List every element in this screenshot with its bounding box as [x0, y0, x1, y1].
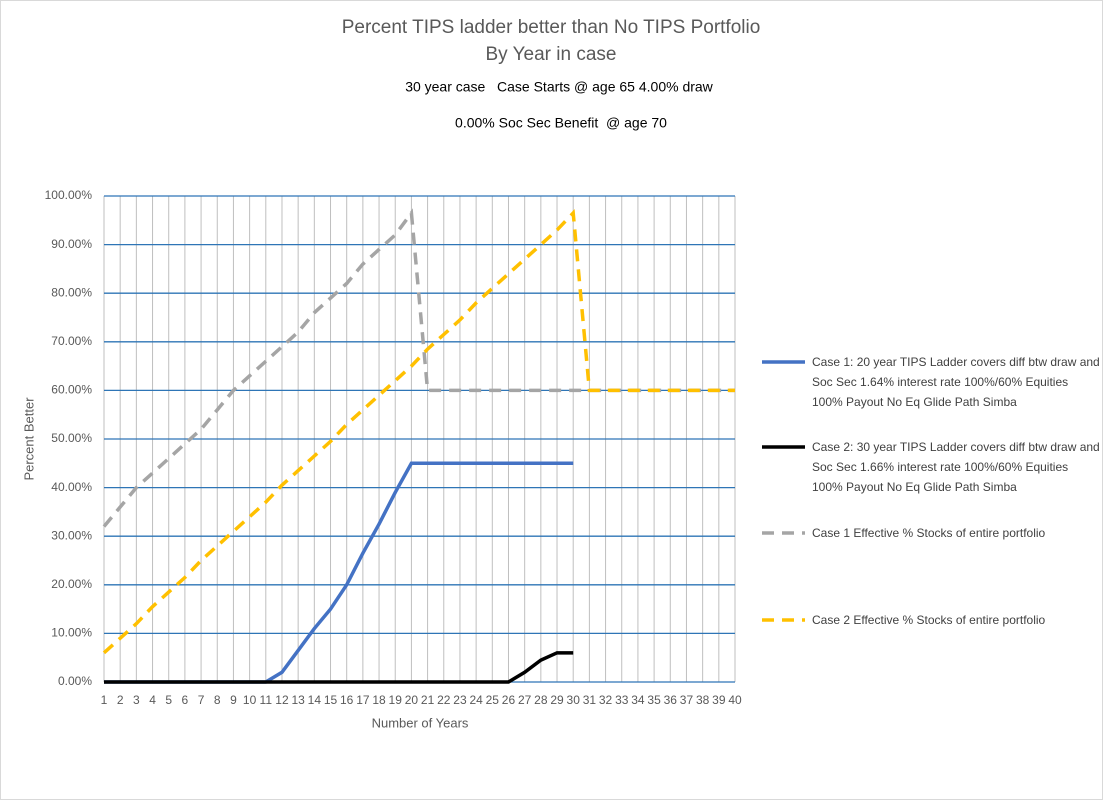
x-tick-label: 6: [182, 693, 189, 707]
x-tick-label: 39: [712, 693, 726, 707]
x-tick-label: 20: [405, 693, 419, 707]
y-tick-label: 80.00%: [51, 285, 92, 299]
x-tick-label: 5: [165, 693, 172, 707]
y-tick-label: 90.00%: [51, 237, 92, 251]
x-tick-label: 28: [534, 693, 548, 707]
x-tick-label: 10: [243, 693, 257, 707]
x-tick-label: 3: [133, 693, 140, 707]
x-tick-label: 18: [372, 693, 386, 707]
x-tick-label: 7: [198, 693, 205, 707]
x-tick-label: 21: [421, 693, 435, 707]
x-tick-label: 38: [696, 693, 710, 707]
x-tick-label: 32: [599, 693, 613, 707]
x-tick-label: 8: [214, 693, 221, 707]
x-tick-label: 4: [149, 693, 156, 707]
x-tick-label: 27: [518, 693, 532, 707]
x-tick-label: 31: [583, 693, 597, 707]
x-tick-label: 2: [117, 693, 124, 707]
x-tick-label: 24: [469, 693, 483, 707]
x-tick-label: 35: [647, 693, 661, 707]
x-tick-label: 13: [291, 693, 305, 707]
x-tick-label: 40: [728, 693, 742, 707]
x-tick-label: 15: [324, 693, 338, 707]
x-tick-label: 29: [550, 693, 564, 707]
legend-label: Case 2 Effective % Stocks of entire port…: [812, 613, 1046, 627]
x-tick-label: 12: [275, 693, 289, 707]
legend-label: Case 1 Effective % Stocks of entire port…: [812, 526, 1046, 540]
y-tick-label: 70.00%: [51, 334, 92, 348]
y-tick-label: 100.00%: [45, 188, 93, 202]
x-tick-label: 26: [502, 693, 516, 707]
legend-label: Case 2: 30 year TIPS Ladder covers diff …: [812, 440, 1100, 494]
x-tick-label: 33: [615, 693, 629, 707]
y-tick-label: 10.00%: [51, 626, 92, 640]
y-tick-label: 60.00%: [51, 383, 92, 397]
chart-title: Percent TIPS ladder better than No TIPS …: [342, 17, 761, 38]
x-tick-label: 14: [308, 693, 322, 707]
series-line: [104, 651, 574, 684]
x-tick-label: 17: [356, 693, 370, 707]
y-tick-label: 30.00%: [51, 528, 92, 542]
x-tick-label: 9: [230, 693, 237, 707]
y-axis-label: Percent Better: [21, 397, 36, 481]
y-tick-label: 40.00%: [51, 480, 92, 494]
x-tick-label: 34: [631, 693, 645, 707]
x-tick-label: 11: [260, 693, 273, 707]
y-tick-label: 0.00%: [58, 674, 92, 688]
annotation: 30 year case Case Starts @ age 65 4.00% …: [405, 79, 713, 95]
x-tick-label: 36: [664, 693, 678, 707]
x-tick-label: 22: [437, 693, 451, 707]
x-tick-label: 37: [680, 693, 694, 707]
x-tick-label: 16: [340, 693, 354, 707]
y-tick-label: 20.00%: [51, 577, 92, 591]
x-tick-label: 25: [486, 693, 500, 707]
series-line: [102, 209, 735, 655]
x-tick-label: 23: [453, 693, 467, 707]
x-tick-label: 1: [101, 693, 108, 707]
x-tick-label: 19: [389, 693, 403, 707]
y-tick-label: 50.00%: [51, 431, 92, 445]
annotation: 0.00% Soc Sec Benefit @ age 70: [455, 115, 667, 131]
x-axis-label: Number of Years: [372, 715, 469, 730]
x-tick-label: 30: [567, 693, 581, 707]
legend-label: Case 1: 20 year TIPS Ladder covers diff …: [812, 355, 1100, 409]
chart-subtitle: By Year in case: [486, 44, 617, 65]
